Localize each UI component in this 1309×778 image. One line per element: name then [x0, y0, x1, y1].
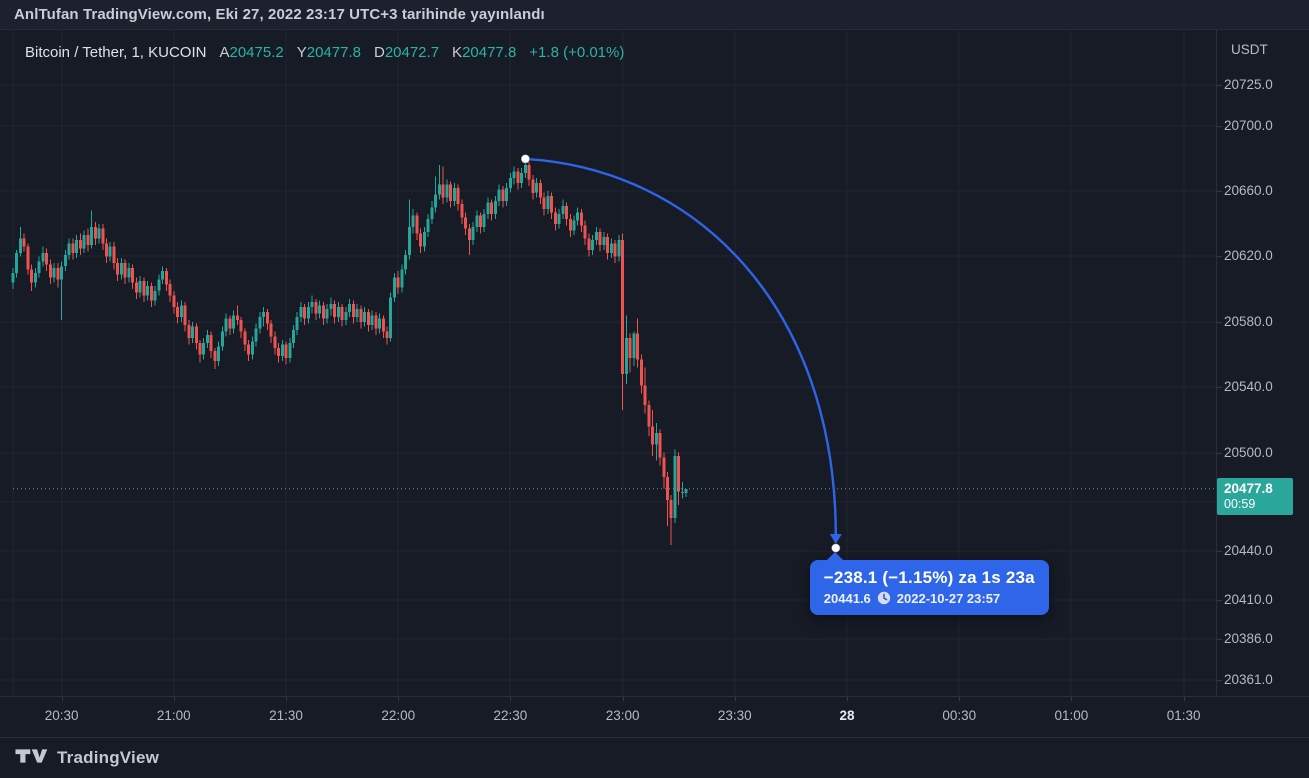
time-axis-label: 22:30 — [493, 708, 528, 723]
footer-bar: TradingView — [0, 737, 1309, 778]
tooltip-price: 20441.6 — [823, 590, 871, 606]
time-axis-label: 21:30 — [269, 708, 303, 723]
price-tick — [1217, 85, 1222, 86]
change-value: +1.8 (+0.01%) — [529, 44, 625, 61]
publish-info-text: AnlTufan TradingView.com, Eki 27, 2022 2… — [14, 6, 545, 23]
price-tick — [1217, 600, 1222, 601]
price-tick — [1217, 551, 1222, 552]
brand-name[interactable]: TradingView — [57, 748, 160, 767]
currency-label: USDT — [1231, 42, 1268, 57]
trend-start-handle[interactable] — [520, 153, 531, 164]
time-axis-label: 00:30 — [942, 708, 977, 723]
price-tick — [1217, 639, 1222, 640]
clock-icon — [877, 591, 891, 605]
chart-legend: Bitcoin / Tether, 1, KUCOIN A20475.2 Y204… — [25, 44, 624, 61]
time-axis-label: 21:00 — [156, 708, 191, 723]
price-axis-label: 20580.0 — [1224, 313, 1273, 329]
price-tick — [1217, 387, 1222, 388]
tooltip-datetime: 2022-10-27 23:57 — [896, 590, 1001, 606]
time-axis-label: 20:30 — [44, 708, 79, 723]
time-tick — [1071, 697, 1072, 701]
arrowhead-icon — [829, 534, 842, 544]
time-tick — [735, 697, 736, 701]
price-axis-label: 20725.0 — [1224, 76, 1273, 92]
candles-layer[interactable] — [11, 158, 688, 545]
ohlc-item: Y20477.8 — [296, 44, 361, 61]
price-tick — [1217, 126, 1222, 127]
time-tick — [286, 697, 287, 701]
price-axis-label: 20386.0 — [1224, 630, 1273, 646]
last-price-value: 20477.8 — [1224, 480, 1273, 496]
time-tick — [623, 697, 624, 701]
chart-pane[interactable]: Bitcoin / Tether, 1, KUCOIN A20475.2 Y204… — [0, 30, 1216, 696]
price-tick — [1217, 453, 1222, 454]
time-tick — [174, 697, 175, 701]
price-axis-label: 20410.0 — [1224, 591, 1273, 607]
price-axis[interactable]: USDT 20477.8 00:59 20725.0 20700.0 20660.0… — [1216, 30, 1309, 696]
time-axis-label: 01:00 — [1054, 708, 1089, 723]
tooltip-change-text: −238.1 (−1.15%) za 1s 23a — [823, 567, 1035, 587]
bar-countdown: 00:59 — [1224, 496, 1256, 511]
tradingview-logo[interactable] — [14, 745, 48, 772]
time-axis-label: 23:30 — [717, 708, 752, 723]
symbol-title[interactable]: Bitcoin / Tether, 1, KUCOIN — [25, 44, 207, 61]
price-tick — [1217, 322, 1222, 323]
price-axis-label: 20620.0 — [1224, 248, 1273, 264]
tooltip-detail-row: 20441.6 2022-10-27 23:57 — [824, 591, 1035, 606]
candlestick-chart[interactable] — [0, 30, 1216, 696]
ohlc-item: K20477.8 — [452, 44, 517, 61]
time-tick — [510, 697, 511, 701]
price-axis-label: 20700.0 — [1224, 117, 1273, 133]
time-tick — [1184, 697, 1185, 701]
time-tick — [398, 697, 399, 701]
publish-header: AnlTufan TradingView.com, Eki 27, 2022 2… — [0, 0, 1309, 30]
chart-region: Bitcoin / Tether, 1, KUCOIN A20475.2 Y204… — [0, 30, 1309, 696]
time-axis-label: 01:30 — [1166, 708, 1201, 723]
time-tick — [62, 697, 63, 701]
price-axis-label: 20361.0 — [1224, 671, 1273, 687]
ohlc-item: D20472.7 — [373, 44, 440, 61]
trend-arrow-tooltip[interactable]: −238.1 (−1.15%) za 1s 23a 20441.6 2022-1… — [809, 551, 1049, 615]
time-axis-label: 23:00 — [605, 708, 640, 723]
time-tick — [847, 697, 848, 701]
ohlc-values: A20475.2 Y20477.8 D20472.7 K20477.8 — [219, 44, 516, 61]
time-tick — [959, 697, 960, 701]
price-tick — [1217, 256, 1222, 257]
time-axis-label: 22:00 — [381, 708, 416, 723]
price-axis-label: 20540.0 — [1224, 379, 1273, 395]
last-price-badge: 20477.8 00:59 — [1217, 477, 1293, 515]
price-axis-label: 20500.0 — [1224, 444, 1273, 460]
time-axis-label: 28 — [839, 708, 855, 723]
price-tick — [1217, 191, 1222, 192]
ohlc-item: A20475.2 — [219, 44, 284, 61]
price-tick — [1217, 680, 1222, 681]
price-axis-label: 20660.0 — [1224, 183, 1273, 199]
price-axis-label: 20440.0 — [1224, 542, 1273, 558]
time-axis[interactable]: 20:30 21:00 21:30 22:00 22:30 23:00 23:30 28 00:… — [0, 696, 1309, 737]
